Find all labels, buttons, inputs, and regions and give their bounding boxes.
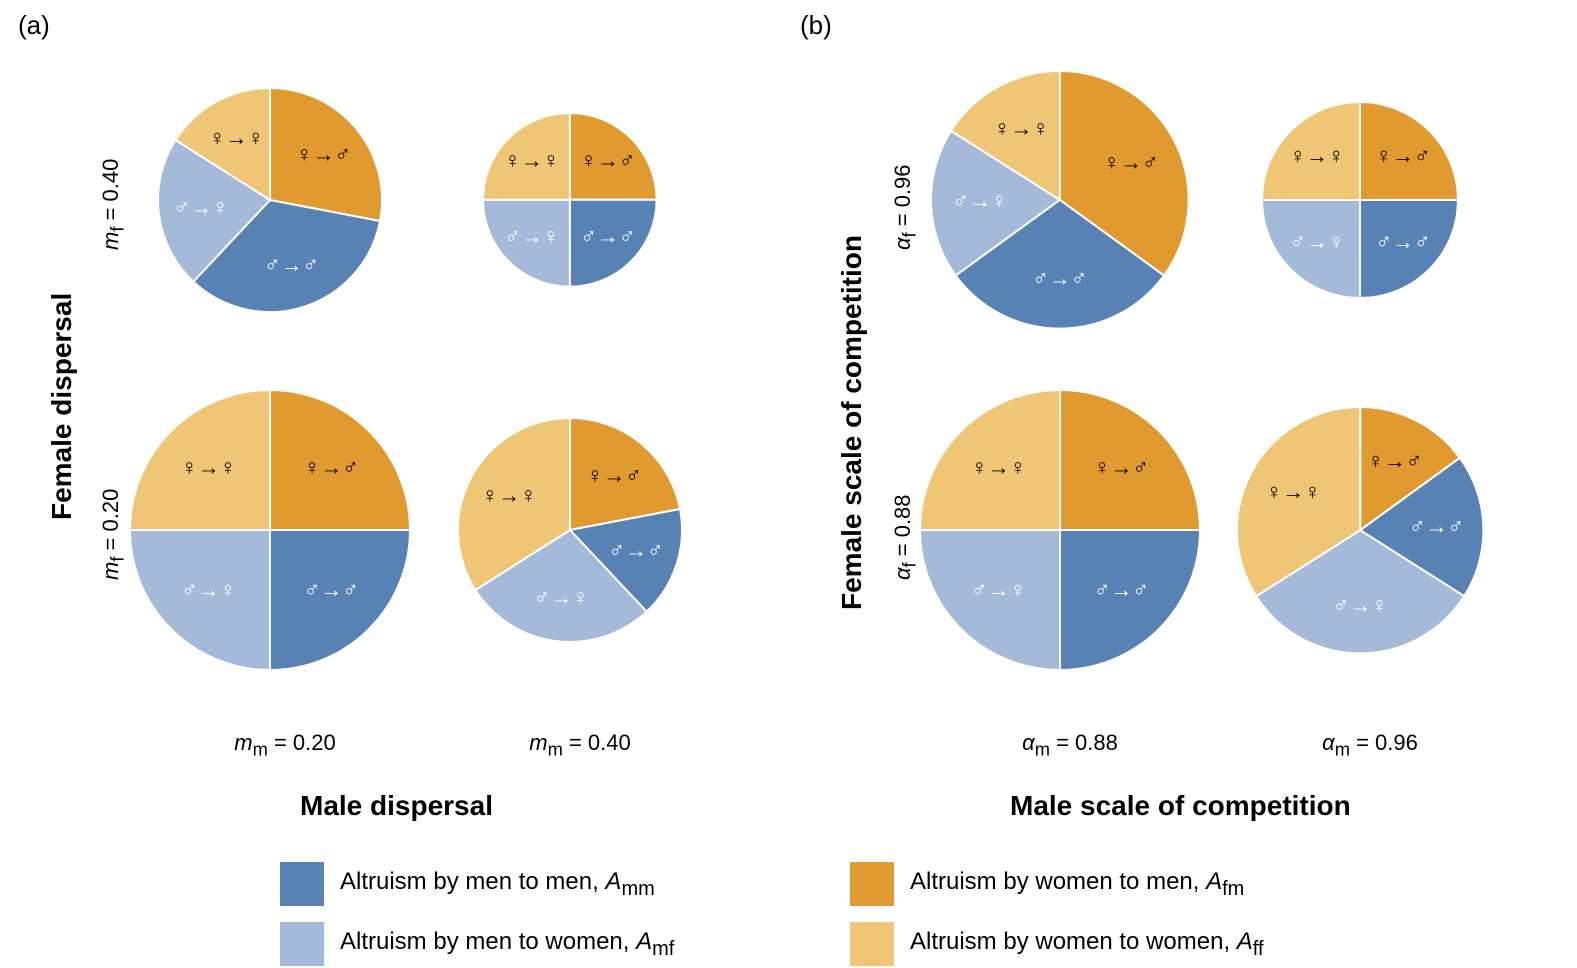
panel-b-x-axis-title: Male scale of competition <box>1010 790 1351 822</box>
pie-slice-label-fm: ♀→♂ <box>296 142 351 167</box>
panel-a-row-label-0: mf = 0.40 <box>98 159 128 250</box>
pie-a-1-0: ♀→♂ ♂→♂ ♂→♀ ♀→♀ <box>128 388 412 672</box>
pie-slice-label-ff: ♀→♀ <box>1290 143 1345 168</box>
pie-slice-label-mf: ♂→♀ <box>1332 592 1387 617</box>
pie-slice-label-mm: ♂→♂ <box>609 537 664 562</box>
panel-b-row-label-0: αf = 0.96 <box>890 164 920 250</box>
pie-slice-label-ff: ♀→♀ <box>181 454 236 479</box>
panel-b-col-label-1: αm = 0.96 <box>1300 730 1440 760</box>
pie-slice-label-fm: ♀→♂ <box>587 462 642 487</box>
legend-swatch-ff <box>850 922 894 966</box>
panel-a-label: (a) <box>18 10 50 41</box>
pie-slice-label-mf: ♂→♀ <box>504 224 559 249</box>
pie-slice-label-ff: ♀→♀ <box>209 125 264 150</box>
panel-b-row-label-1: αf = 0.88 <box>890 494 920 580</box>
panel-b-label: (b) <box>800 10 832 41</box>
pie-slice-label-mf: ♂→♀ <box>971 577 1026 602</box>
pie-slice-label-fm: ♀→♂ <box>1094 454 1149 479</box>
legend-label-fm: Altruism by women to men, Afm <box>910 868 1244 901</box>
legend: Altruism by men to men, Amm Altruism by … <box>280 862 1360 966</box>
pie-slice-label-ff: ♀→♀ <box>971 454 1026 479</box>
pie-slice-label-ff: ♀→♀ <box>994 116 1049 141</box>
pie-slice-label-fm: ♀→♂ <box>581 148 636 173</box>
legend-swatch-mf <box>280 922 324 966</box>
pie-slice-label-fm: ♀→♂ <box>1367 448 1422 473</box>
pie-slice-label-mf: ♂→♀ <box>534 585 589 610</box>
pie-b-0-1: ♀→♂ ♂→♂ ♂→♀ ♀→♀ <box>1260 100 1460 300</box>
pie-slice-label-mm: ♂→♂ <box>304 577 359 602</box>
pie-a-0-1: ♀→♂ ♂→♂ ♂→♀ ♀→♀ <box>481 111 659 289</box>
pie-b-1-0: ♀→♂ ♂→♂ ♂→♀ ♀→♀ <box>918 388 1202 672</box>
pie-a-0-0: ♀→♂ ♂→♂ ♂→♀ ♀→♀ <box>156 86 384 314</box>
pie-slice-label-mm: ♂→♂ <box>1409 513 1464 538</box>
pie-slice-label-mf: ♂→♀ <box>953 188 1008 213</box>
panel-a-col-label-1: mm = 0.40 <box>510 730 650 760</box>
pie-slice-label-ff: ♀→♀ <box>504 148 559 173</box>
legend-item-ff: Altruism by women to women, Aff <box>850 922 1360 966</box>
legend-item-mf: Altruism by men to women, Amf <box>280 922 790 966</box>
pie-slice-label-fm: ♀→♂ <box>1104 150 1159 175</box>
legend-label-mm: Altruism by men to men, Amm <box>340 868 655 901</box>
legend-item-fm: Altruism by women to men, Afm <box>850 862 1360 906</box>
legend-item-mm: Altruism by men to men, Amm <box>280 862 790 906</box>
pie-slice-label-ff: ♀→♀ <box>1266 479 1321 504</box>
pie-slice-label-mm: ♂→♂ <box>1375 229 1430 254</box>
legend-swatch-mm <box>280 862 324 906</box>
pie-slice-label-mm: ♂→♂ <box>1032 266 1087 291</box>
figure-root: (a) Female dispersal Male dispersal mf =… <box>0 0 1577 968</box>
pie-slice-label-ff: ♀→♀ <box>482 482 537 507</box>
panel-a-col-label-0: mm = 0.20 <box>215 730 355 760</box>
pie-slice-label-mf: ♂→♀ <box>181 577 236 602</box>
pie-slice-label-mm: ♂→♂ <box>264 252 319 277</box>
pie-slice-label-fm: ♀→♂ <box>1375 143 1430 168</box>
pie-slice-label-mf: ♂→♀ <box>1290 229 1345 254</box>
legend-swatch-fm <box>850 862 894 906</box>
panel-a-row-label-1: mf = 0.20 <box>98 489 128 580</box>
pie-slice-label-mm: ♂→♂ <box>1094 577 1149 602</box>
pie-b-1-1: ♀→♂ ♂→♂ ♂→♀ ♀→♀ <box>1235 405 1485 655</box>
pie-slice-label-mm: ♂→♂ <box>581 224 636 249</box>
pie-a-1-1: ♀→♂ ♂→♂ ♂→♀ ♀→♀ <box>456 416 684 644</box>
legend-label-ff: Altruism by women to women, Aff <box>910 928 1264 961</box>
pie-slice-label-mf: ♂→♀ <box>174 195 229 220</box>
pie-slice-label-fm: ♀→♂ <box>304 454 359 479</box>
panel-a-x-axis-title: Male dispersal <box>300 790 493 822</box>
panel-b-col-label-0: αm = 0.88 <box>1000 730 1140 760</box>
legend-label-mf: Altruism by men to women, Amf <box>340 928 674 961</box>
panel-a-y-axis-title: Female dispersal <box>46 293 78 520</box>
panel-b-y-axis-title: Female scale of competition <box>836 235 868 610</box>
pie-b-0-0: ♀→♂ ♂→♂ ♂→♀ ♀→♀ <box>929 69 1191 331</box>
